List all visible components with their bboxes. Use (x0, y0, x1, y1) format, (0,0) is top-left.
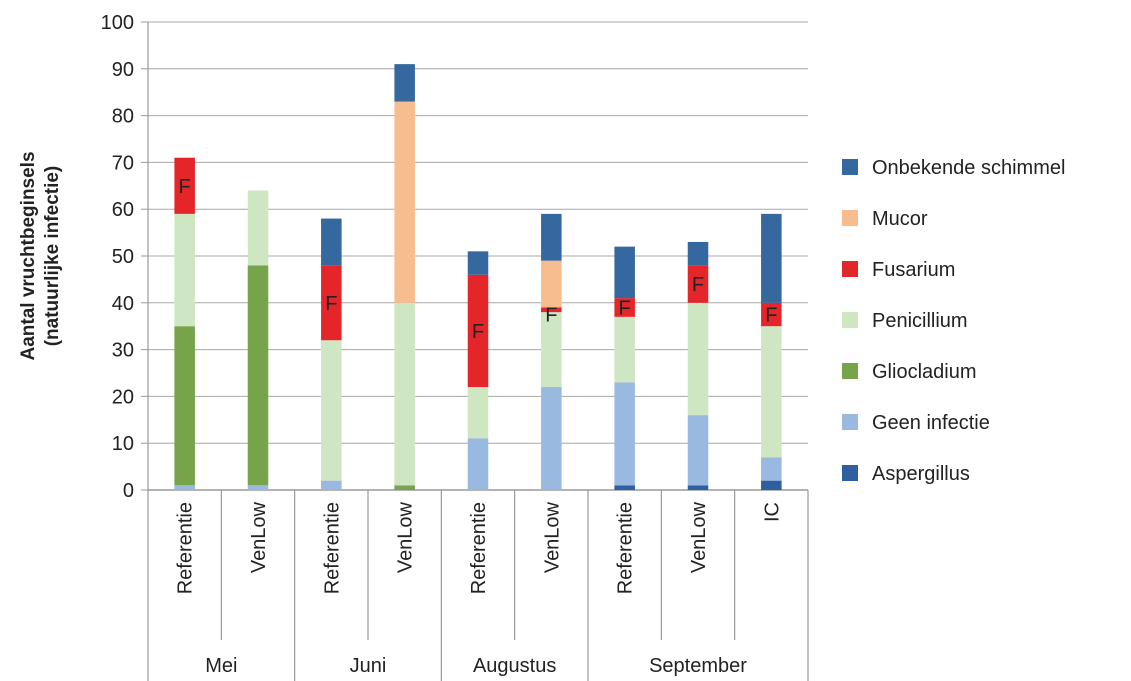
legend-swatch (842, 261, 858, 277)
y-tick-label: 30 (112, 340, 134, 362)
bar-segment-onbekende-schimmel (541, 213, 562, 261)
legend-label: Mucor (872, 208, 928, 230)
y-tick-label: 40 (112, 293, 134, 315)
bar-segment-geen-infectie (614, 382, 635, 486)
x-group-label: Juni (350, 655, 387, 677)
bar-segment-geen-infectie (761, 457, 782, 481)
bar-segment-penicillium (321, 340, 342, 481)
bar-segment-gliocladium (174, 326, 195, 486)
y-tick-label: 80 (112, 106, 134, 128)
x-tick-label: VenLow (688, 501, 710, 573)
y-tick-label: 60 (112, 199, 134, 221)
legend-swatch (842, 312, 858, 328)
bar-segment-penicillium (761, 326, 782, 458)
annotation-label: F (765, 305, 777, 327)
x-tick-label: Referentie (175, 502, 197, 594)
x-tick-label: Referentie (468, 502, 490, 594)
bar-segment-geen-infectie (541, 387, 562, 490)
x-group-label: Mei (205, 655, 237, 677)
legend-swatch (842, 363, 858, 379)
bar-segment-penicillium (247, 190, 269, 266)
bar-segment-aspergillus (687, 485, 709, 490)
bar-segment-mucor (541, 260, 562, 308)
legend-label: Gliocladium (872, 361, 976, 383)
annotation-label: F (545, 304, 557, 326)
bar-segment-gliocladium (394, 485, 415, 490)
x-tick-label: IC (761, 502, 783, 522)
x-tick-label: VenLow (541, 501, 563, 573)
bar-segment-fusarium (614, 298, 635, 317)
y-axis-title: Aantal vruchtbeginsels (natuurlijke infec… (18, 151, 63, 360)
y-tick-label: 100 (101, 12, 134, 34)
y-axis-ticks: 0 10 20 30 40 50 60 70 80 90 100 (101, 12, 149, 502)
bar-segment-fusarium (174, 157, 195, 214)
bar-segment-onbekende-schimmel (467, 251, 489, 275)
bar-segment-penicillium (467, 387, 489, 439)
x-tick-label: VenLow (248, 501, 270, 573)
legend: Onbekende schimmel Mucor Fusarium Penicilli… (842, 157, 1065, 485)
y-tick-label: 10 (112, 433, 134, 455)
bar-segment-geen-infectie (687, 415, 709, 486)
bar-segment-penicillium (687, 302, 709, 416)
bar-segment-onbekende-schimmel (321, 218, 342, 266)
x-tick-label: Referentie (615, 502, 637, 594)
annotation-label: F (692, 274, 704, 296)
bar-segment-aspergillus (614, 485, 635, 490)
annotations: F F F F F F F (179, 176, 778, 343)
y-tick-label: 0 (123, 480, 134, 502)
x-group-label: September (649, 655, 747, 677)
bar-segment-gliocladium (247, 265, 269, 486)
bar-segment-geen-infectie (321, 480, 342, 490)
y-tick-label: 70 (112, 152, 134, 174)
x-tick-label: Referentie (321, 502, 343, 594)
bar-segment-penicillium (174, 213, 195, 327)
bar-segment-onbekende-schimmel (761, 213, 782, 303)
bars (174, 64, 782, 490)
legend-label: Aspergillus (872, 463, 970, 485)
x-tick-label: VenLow (395, 501, 417, 573)
bar-segment-fusarium (761, 302, 782, 327)
y-axis-label: Aantal vruchtbeginsels (natuurlijke infec… (18, 151, 63, 360)
bar-segment-onbekende-schimmel (394, 64, 415, 102)
annotation-label: F (179, 176, 191, 198)
legend-swatch (842, 210, 858, 226)
legend-swatch (842, 414, 858, 430)
bar-segment-penicillium (614, 316, 635, 383)
annotation-label: F (619, 297, 631, 319)
x-axis: Referentie VenLow Referentie VenLow Referent… (147, 490, 809, 681)
y-tick-label: 20 (112, 386, 134, 408)
bar-segment-onbekende-schimmel (614, 246, 635, 299)
legend-label: Geen infectie (872, 412, 990, 434)
bar-segment-geen-infectie (174, 485, 195, 490)
annotation-label: F (472, 321, 484, 343)
bar-segment-onbekende-schimmel (687, 241, 709, 266)
legend-label: Fusarium (872, 259, 955, 281)
x-group-label: Augustus (473, 655, 556, 677)
bar-segment-penicillium (541, 312, 562, 388)
bar-segment-aspergillus (761, 480, 782, 490)
bar-segment-mucor (394, 101, 415, 303)
bar-segment-fusarium (467, 274, 489, 388)
bar-segment-geen-infectie (247, 485, 269, 490)
bar-segment-fusarium (321, 265, 342, 341)
y-tick-label: 90 (112, 59, 134, 81)
legend-swatch (842, 159, 858, 175)
bar-segment-fusarium (541, 307, 562, 313)
bar-segment-penicillium (394, 302, 415, 486)
legend-label: Onbekende schimmel (872, 157, 1065, 179)
annotation-label: F (325, 293, 337, 315)
bar-segment-fusarium (687, 265, 709, 303)
bar-segment-geen-infectie (467, 438, 489, 490)
legend-swatch (842, 465, 858, 481)
legend-label: Penicillium (872, 310, 968, 332)
y-tick-label: 50 (112, 246, 134, 268)
